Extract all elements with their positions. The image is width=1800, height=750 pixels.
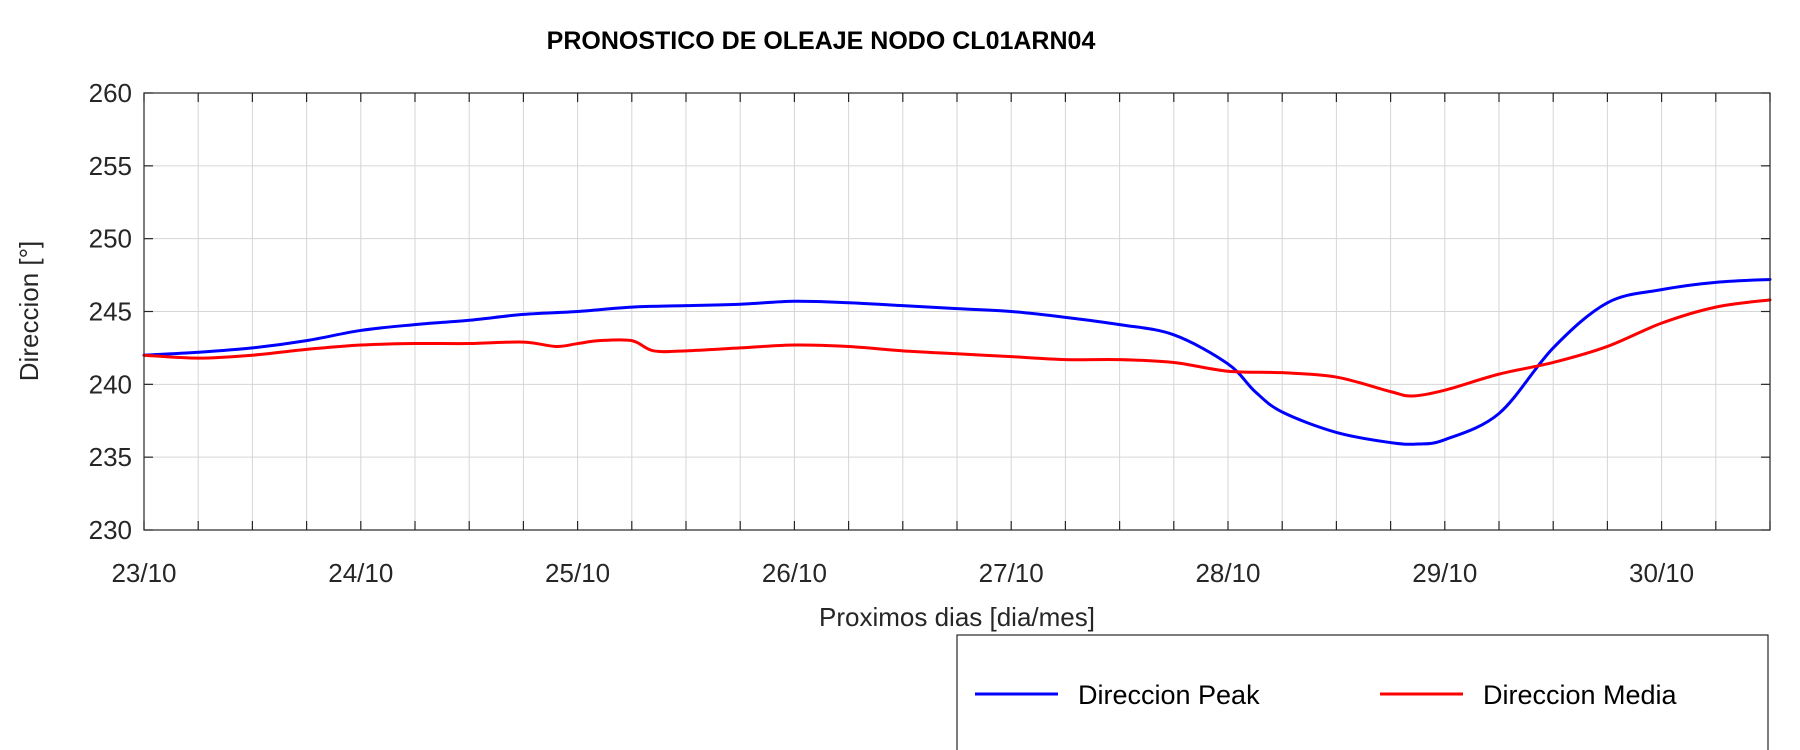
x-tick-label: 26/10 — [762, 558, 827, 588]
y-axis-label: Direccion [°] — [14, 241, 44, 381]
legend: Direccion Peak Direccion Media — [956, 634, 1769, 750]
series-lines — [142, 277, 1772, 446]
y-tick-label: 235 — [89, 442, 132, 472]
x-tick-label: 23/10 — [111, 558, 176, 588]
y-tick-label: 260 — [89, 78, 132, 108]
legend-label-direccion-media: Direccion Media — [1483, 680, 1678, 710]
x-tick-labels: 23/10 24/10 25/10 26/10 27/10 28/10 29/10 30/10 — [111, 558, 1694, 588]
legend-label-direccion-peak: Direccion Peak — [1078, 680, 1260, 710]
y-tick-label: 250 — [89, 224, 132, 254]
x-axis-label: Proximos dias [dia/mes] — [819, 602, 1095, 632]
y-tick-label: 230 — [89, 515, 132, 545]
x-tick-label: 24/10 — [328, 558, 393, 588]
chart-title: PRONOSTICO DE OLEAJE NODO CL01ARN04 — [547, 27, 1096, 55]
x-tick-label: 28/10 — [1195, 558, 1260, 588]
x-tick-label: 25/10 — [545, 558, 610, 588]
y-tick-label: 240 — [89, 369, 132, 399]
legend-box — [956, 634, 1769, 750]
series-line-direccion-media — [142, 298, 1772, 398]
y-tick-label: 245 — [89, 297, 132, 327]
grid-lines — [143, 92, 1771, 531]
x-tick-label: 29/10 — [1412, 558, 1477, 588]
axis-ticks — [143, 92, 1771, 531]
y-tick-labels: 230 235 240 245 250 255 260 — [89, 78, 132, 545]
x-tick-label: 27/10 — [979, 558, 1044, 588]
series-line-direccion-peak — [142, 277, 1772, 446]
y-tick-label: 255 — [89, 151, 132, 181]
x-tick-label: 30/10 — [1629, 558, 1694, 588]
